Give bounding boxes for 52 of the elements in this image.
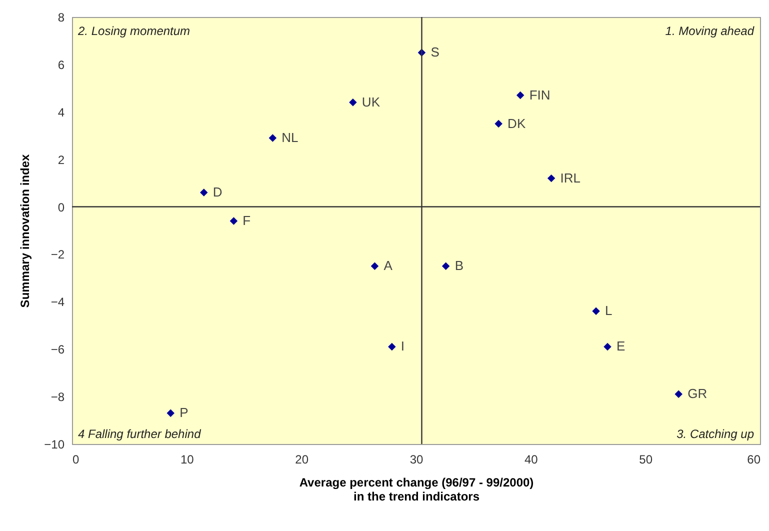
annotation: A: [384, 258, 393, 274]
y-tick-label: −2: [50, 248, 65, 262]
x-axis-title: Average percent change (96/97 - 99/2000) in the trend indicators: [299, 476, 534, 504]
annotation: P: [180, 405, 188, 420]
point: [674, 390, 682, 398]
y-tick-label: 6: [58, 58, 65, 72]
point: [268, 134, 277, 142]
y-tick-label: 4: [58, 105, 65, 120]
x-tick-label: 60: [747, 452, 761, 466]
point: [516, 91, 524, 100]
point: [442, 262, 450, 270]
annotation: 2. Losing momentum: [77, 24, 190, 38]
point: [494, 120, 502, 128]
x-tick-label: 40: [524, 452, 538, 466]
annotation: F: [242, 213, 251, 228]
y-axis-title: Summary innovation index: [18, 154, 32, 308]
y-tick-label: −8: [50, 390, 65, 404]
x-tick-label: 20: [295, 452, 309, 466]
y-tick-label: −10: [44, 438, 65, 452]
annotation: B: [454, 258, 464, 274]
annotation: S: [430, 44, 440, 60]
annotation: DK: [508, 116, 526, 131]
annotation: FIN: [529, 87, 550, 102]
point: [200, 188, 208, 196]
point: [370, 262, 379, 270]
point: [230, 217, 238, 225]
point: [592, 307, 600, 316]
annotation: L: [605, 303, 612, 318]
x-tick-label: 0: [72, 452, 80, 466]
annotation: UK: [362, 94, 380, 110]
x-tick-label: 10: [180, 452, 194, 466]
annotation: NL: [282, 130, 298, 145]
x-tick-label: 30: [410, 452, 424, 466]
annotation: GR: [688, 386, 708, 402]
x-tick-label: 50: [639, 452, 653, 466]
annotation: D: [212, 184, 222, 200]
y-tick-label: −6: [50, 342, 65, 357]
annotation: I: [400, 338, 405, 354]
annotation: 1. Moving ahead: [665, 24, 754, 38]
annotation: IRL: [560, 170, 581, 186]
y-tick-label: 8: [58, 10, 65, 24]
y-tick-label: −4: [50, 295, 65, 310]
y-tick-label: 2: [58, 152, 65, 167]
point: [547, 174, 556, 182]
point: [604, 342, 612, 351]
annotation: 3. Catching up: [676, 427, 754, 441]
point: [349, 98, 357, 106]
annotation: E: [616, 338, 626, 354]
point: [388, 342, 396, 351]
y-tick-label: 0: [58, 200, 65, 214]
point: [166, 409, 174, 418]
annotation: 4 Falling further behind: [78, 427, 202, 441]
